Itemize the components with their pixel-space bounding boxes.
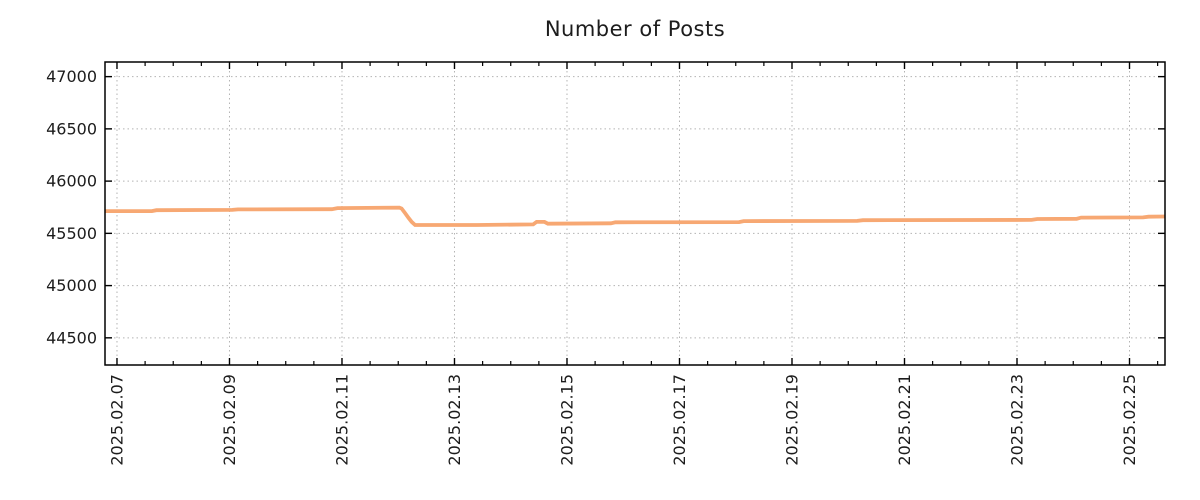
- x-tick-label: 2025.02.23: [1008, 374, 1027, 466]
- plot-border: [104, 61, 1166, 366]
- y-tick-label: 47000: [46, 67, 97, 86]
- y-tick-label: 44500: [46, 328, 97, 347]
- x-tick-label: 2025.02.13: [445, 374, 464, 466]
- y-tick-label: 46500: [46, 119, 97, 138]
- x-tick-label: 2025.02.07: [107, 374, 126, 466]
- x-tick-label: 2025.02.09: [220, 374, 239, 466]
- chart-title: Number of Posts: [544, 17, 726, 41]
- x-tick-label: 2025.02.17: [670, 374, 689, 466]
- y-tick-label: 45500: [46, 224, 97, 243]
- data-line-number-of-posts: [105, 205, 1166, 227]
- y-tick-label: 45000: [46, 276, 97, 295]
- x-tick-label: 2025.02.19: [782, 374, 801, 466]
- x-tick-label: 2025.02.15: [557, 374, 576, 466]
- x-tick-label: 2025.02.25: [1120, 374, 1139, 466]
- x-tick-label: 2025.02.11: [332, 374, 351, 466]
- x-tick-label: 2025.02.21: [895, 374, 914, 466]
- y-tick-label: 46000: [46, 172, 97, 191]
